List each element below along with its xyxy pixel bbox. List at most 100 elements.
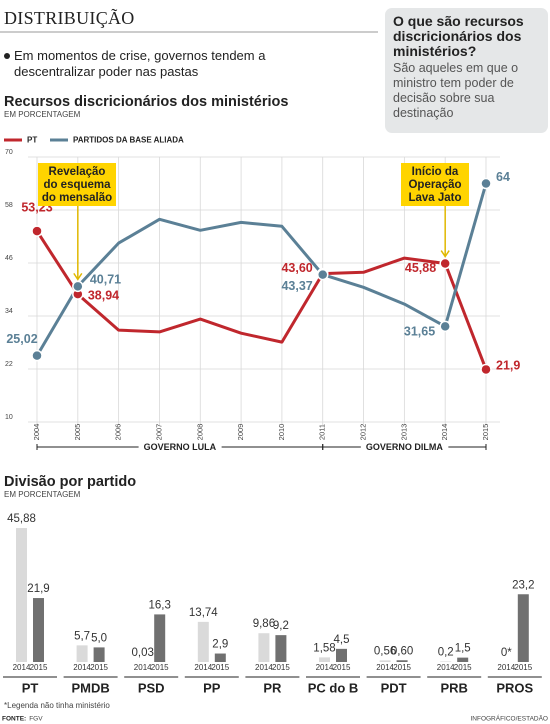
chart-subtitle: EM PORCENTAGEM (4, 110, 81, 119)
sidebar-text: São aqueles em que o ministro tem poder … (393, 61, 519, 120)
chart-title: Divisão por partido (4, 474, 136, 490)
bar-year-label: 2014 (134, 663, 152, 672)
bar (214, 653, 226, 662)
footnote: *Legenda não tinha ministério (4, 701, 110, 710)
data-point (480, 363, 492, 376)
bar-year-label: 2014 (376, 663, 394, 672)
bar (336, 648, 347, 662)
x-tick-label: 2009 (236, 424, 245, 441)
category-label: PC do B (308, 680, 359, 695)
bar-year-label: 2014 (255, 663, 273, 672)
x-tick-label: 2004 (32, 424, 41, 441)
data-point (439, 257, 451, 270)
x-tick-label: 2013 (399, 424, 408, 441)
value-label: 45,88 (7, 513, 36, 525)
bar (379, 660, 391, 662)
value-label: 38,94 (88, 288, 119, 302)
value-label: 45,88 (405, 261, 436, 275)
x-tick-label: 2005 (73, 424, 82, 441)
category-label: PP (203, 680, 221, 695)
value-label: 40,71 (90, 273, 121, 287)
data-point (439, 320, 451, 333)
category-label: PDT (381, 680, 407, 695)
y-tick-label: 10 (5, 414, 13, 421)
value-label: 0,2 (438, 646, 454, 658)
bar-year-label: 2014 (194, 663, 212, 672)
series-line (35, 230, 488, 370)
period-label: GOVERNO DILMA (366, 442, 444, 452)
chart-subtitle: EM PORCENTAGEM (4, 490, 81, 499)
category-label: PT (22, 680, 39, 695)
sidebar: O que são recursos discricionários dos m… (385, 8, 548, 133)
credit: INFOGRÁFICO/ESTADÃO (470, 714, 548, 723)
x-tick-label: 2014 (440, 424, 449, 441)
bar (33, 598, 44, 662)
category-label: PSD (138, 680, 165, 695)
category-label: PMDB (71, 680, 109, 695)
annotation: Início da Operação Lava Jato (401, 163, 469, 206)
period-label-bg (138, 440, 222, 453)
value-label: 0,03 (132, 647, 154, 659)
bar-year-label: 2015 (90, 663, 108, 672)
value-label: 43,37 (281, 279, 312, 293)
value-label: 5,0 (91, 632, 107, 644)
bar-year-label: 2015 (30, 663, 48, 672)
bar-year-label: 2015 (272, 663, 290, 672)
x-tick-label: 2012 (359, 424, 368, 441)
category-label: PROS (496, 680, 533, 695)
y-tick-label: 46 (5, 255, 13, 262)
data-point (480, 177, 492, 190)
bar-year-label: 2015 (454, 663, 472, 672)
value-label: 23,2 (512, 579, 534, 591)
value-label: 0,56 (374, 645, 396, 657)
bar-year-label: 2014 (497, 663, 515, 672)
bullet (4, 53, 10, 59)
value-label: 4,5 (334, 634, 350, 646)
bar (517, 594, 529, 662)
bar (457, 657, 469, 662)
legend-label: PARTIDOS DA BASE ALIADA (73, 136, 184, 145)
source: FGV (29, 716, 43, 723)
bar-year-label: 2015 (151, 663, 169, 672)
value-label: 1,5 (455, 643, 471, 655)
value-label: 43,60 (281, 261, 312, 275)
category-label: PRB (440, 680, 467, 695)
value-label: 31,65 (404, 325, 435, 339)
value-label: 25,02 (6, 332, 37, 346)
bar-year-label: 2015 (393, 663, 411, 672)
bar-year-label: 2014 (316, 663, 334, 672)
data-point (31, 349, 43, 362)
y-tick-label: 58 (5, 202, 13, 209)
bar-year-label: 2015 (211, 663, 229, 672)
value-label: 0,60 (391, 645, 413, 657)
value-label: 9,86 (253, 618, 275, 630)
value-label: 1,58 (313, 642, 335, 654)
bar (16, 528, 27, 662)
x-tick-label: 2015 (481, 424, 490, 441)
bar-year-label: 2014 (437, 663, 455, 672)
x-tick-label: 2006 (114, 424, 123, 441)
x-tick-label: 2011 (318, 424, 327, 440)
value-label: 64 (496, 170, 510, 184)
chart-title: Recursos discricionários dos ministérios (4, 94, 288, 110)
sidebar-title: O que são recursos discricionários dos m… (393, 13, 524, 59)
bar (440, 661, 452, 662)
bar (319, 657, 330, 662)
x-tick-label: 2007 (154, 424, 163, 441)
data-point (31, 225, 43, 237)
bar (396, 660, 408, 662)
category-label: PR (263, 680, 282, 695)
data-point (72, 280, 84, 293)
bar (76, 645, 88, 662)
period-label: GOVERNO LULA (144, 442, 217, 452)
value-label: 9,2 (273, 620, 289, 632)
annotation-arrowhead (440, 250, 450, 258)
header-title: DISTRIBUIÇÃO (4, 8, 135, 28)
y-tick-label: 70 (5, 149, 13, 156)
bar-year-label: 2015 (333, 663, 351, 672)
value-label: 0* (501, 647, 512, 659)
value-label: 16,3 (149, 599, 171, 611)
value-label: 2,9 (212, 639, 228, 651)
value-label: 21,9 (496, 359, 520, 373)
